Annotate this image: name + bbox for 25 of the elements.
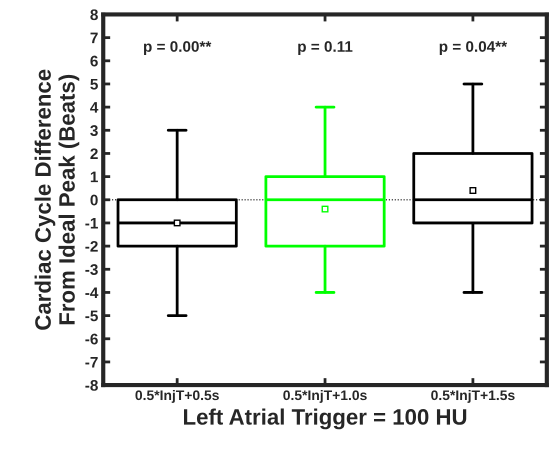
y-tick-label: -2 — [85, 240, 98, 252]
y-tick-label: -7 — [85, 356, 98, 368]
x-axis-title: Left Atrial Trigger = 100 HU — [184, 408, 466, 430]
y-tick-label: 0 — [90, 194, 98, 206]
x-tick-label: 0.5*InjT+1.0s — [283, 390, 367, 403]
annotation: p = 0.04** — [440, 41, 508, 55]
annotation: p = 0.00** — [144, 41, 212, 55]
y-tick-label: -8 — [85, 380, 98, 391]
y-tick-label: 4 — [90, 102, 98, 113]
y-tick-label: -1 — [85, 218, 98, 228]
y-tick-label: -6 — [85, 334, 98, 344]
y-tick-label: -3 — [85, 264, 98, 275]
y-tick-label: 8 — [90, 9, 98, 20]
x-tick-label: 0.5*InjT+1.5s — [431, 390, 515, 403]
y-tick-label: -4 — [85, 287, 98, 298]
y-tick-label: 1 — [90, 172, 98, 182]
y-tick-label: 7 — [90, 32, 98, 44]
annotation: p = 0.11 — [298, 41, 352, 55]
y-tick-label: -5 — [85, 310, 98, 322]
y-axis-title: Cardiac Cycle Difference From Ideal Peak (Beats) — [34, 70, 80, 330]
x-tick-label: 0.5*InjT+0.5s — [135, 390, 219, 403]
y-tick-label: 3 — [90, 125, 98, 136]
y-tick-label: 6 — [90, 56, 98, 66]
y-tick-label: 5 — [90, 78, 98, 90]
y-tick-label: 2 — [90, 148, 98, 159]
